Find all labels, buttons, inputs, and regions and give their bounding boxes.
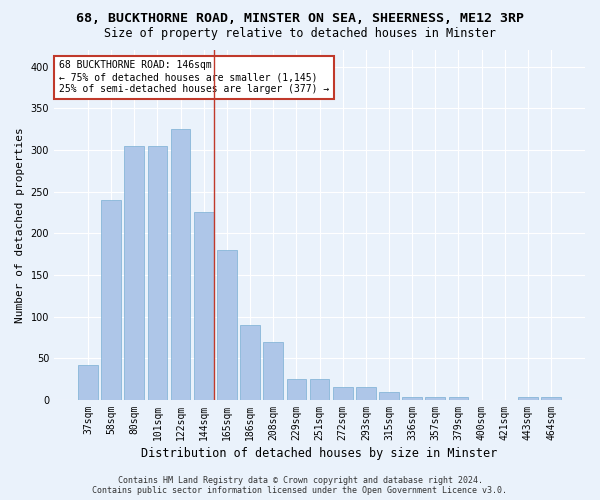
- Bar: [356, 388, 376, 400]
- Bar: [449, 398, 468, 400]
- Bar: [194, 212, 214, 400]
- X-axis label: Distribution of detached houses by size in Minster: Distribution of detached houses by size …: [142, 447, 497, 460]
- Bar: [101, 200, 121, 400]
- Bar: [333, 388, 353, 400]
- Text: 68 BUCKTHORNE ROAD: 146sqm
← 75% of detached houses are smaller (1,145)
25% of s: 68 BUCKTHORNE ROAD: 146sqm ← 75% of deta…: [59, 60, 329, 94]
- Bar: [124, 146, 144, 400]
- Text: 68, BUCKTHORNE ROAD, MINSTER ON SEA, SHEERNESS, ME12 3RP: 68, BUCKTHORNE ROAD, MINSTER ON SEA, SHE…: [76, 12, 524, 26]
- Text: Contains HM Land Registry data © Crown copyright and database right 2024.
Contai: Contains HM Land Registry data © Crown c…: [92, 476, 508, 495]
- Y-axis label: Number of detached properties: Number of detached properties: [15, 127, 25, 323]
- Bar: [78, 365, 98, 400]
- Bar: [379, 392, 399, 400]
- Bar: [148, 146, 167, 400]
- Bar: [310, 379, 329, 400]
- Bar: [217, 250, 237, 400]
- Bar: [287, 379, 306, 400]
- Bar: [425, 398, 445, 400]
- Text: Size of property relative to detached houses in Minster: Size of property relative to detached ho…: [104, 28, 496, 40]
- Bar: [518, 398, 538, 400]
- Bar: [263, 342, 283, 400]
- Bar: [240, 325, 260, 400]
- Bar: [402, 398, 422, 400]
- Bar: [541, 398, 561, 400]
- Bar: [171, 129, 190, 400]
